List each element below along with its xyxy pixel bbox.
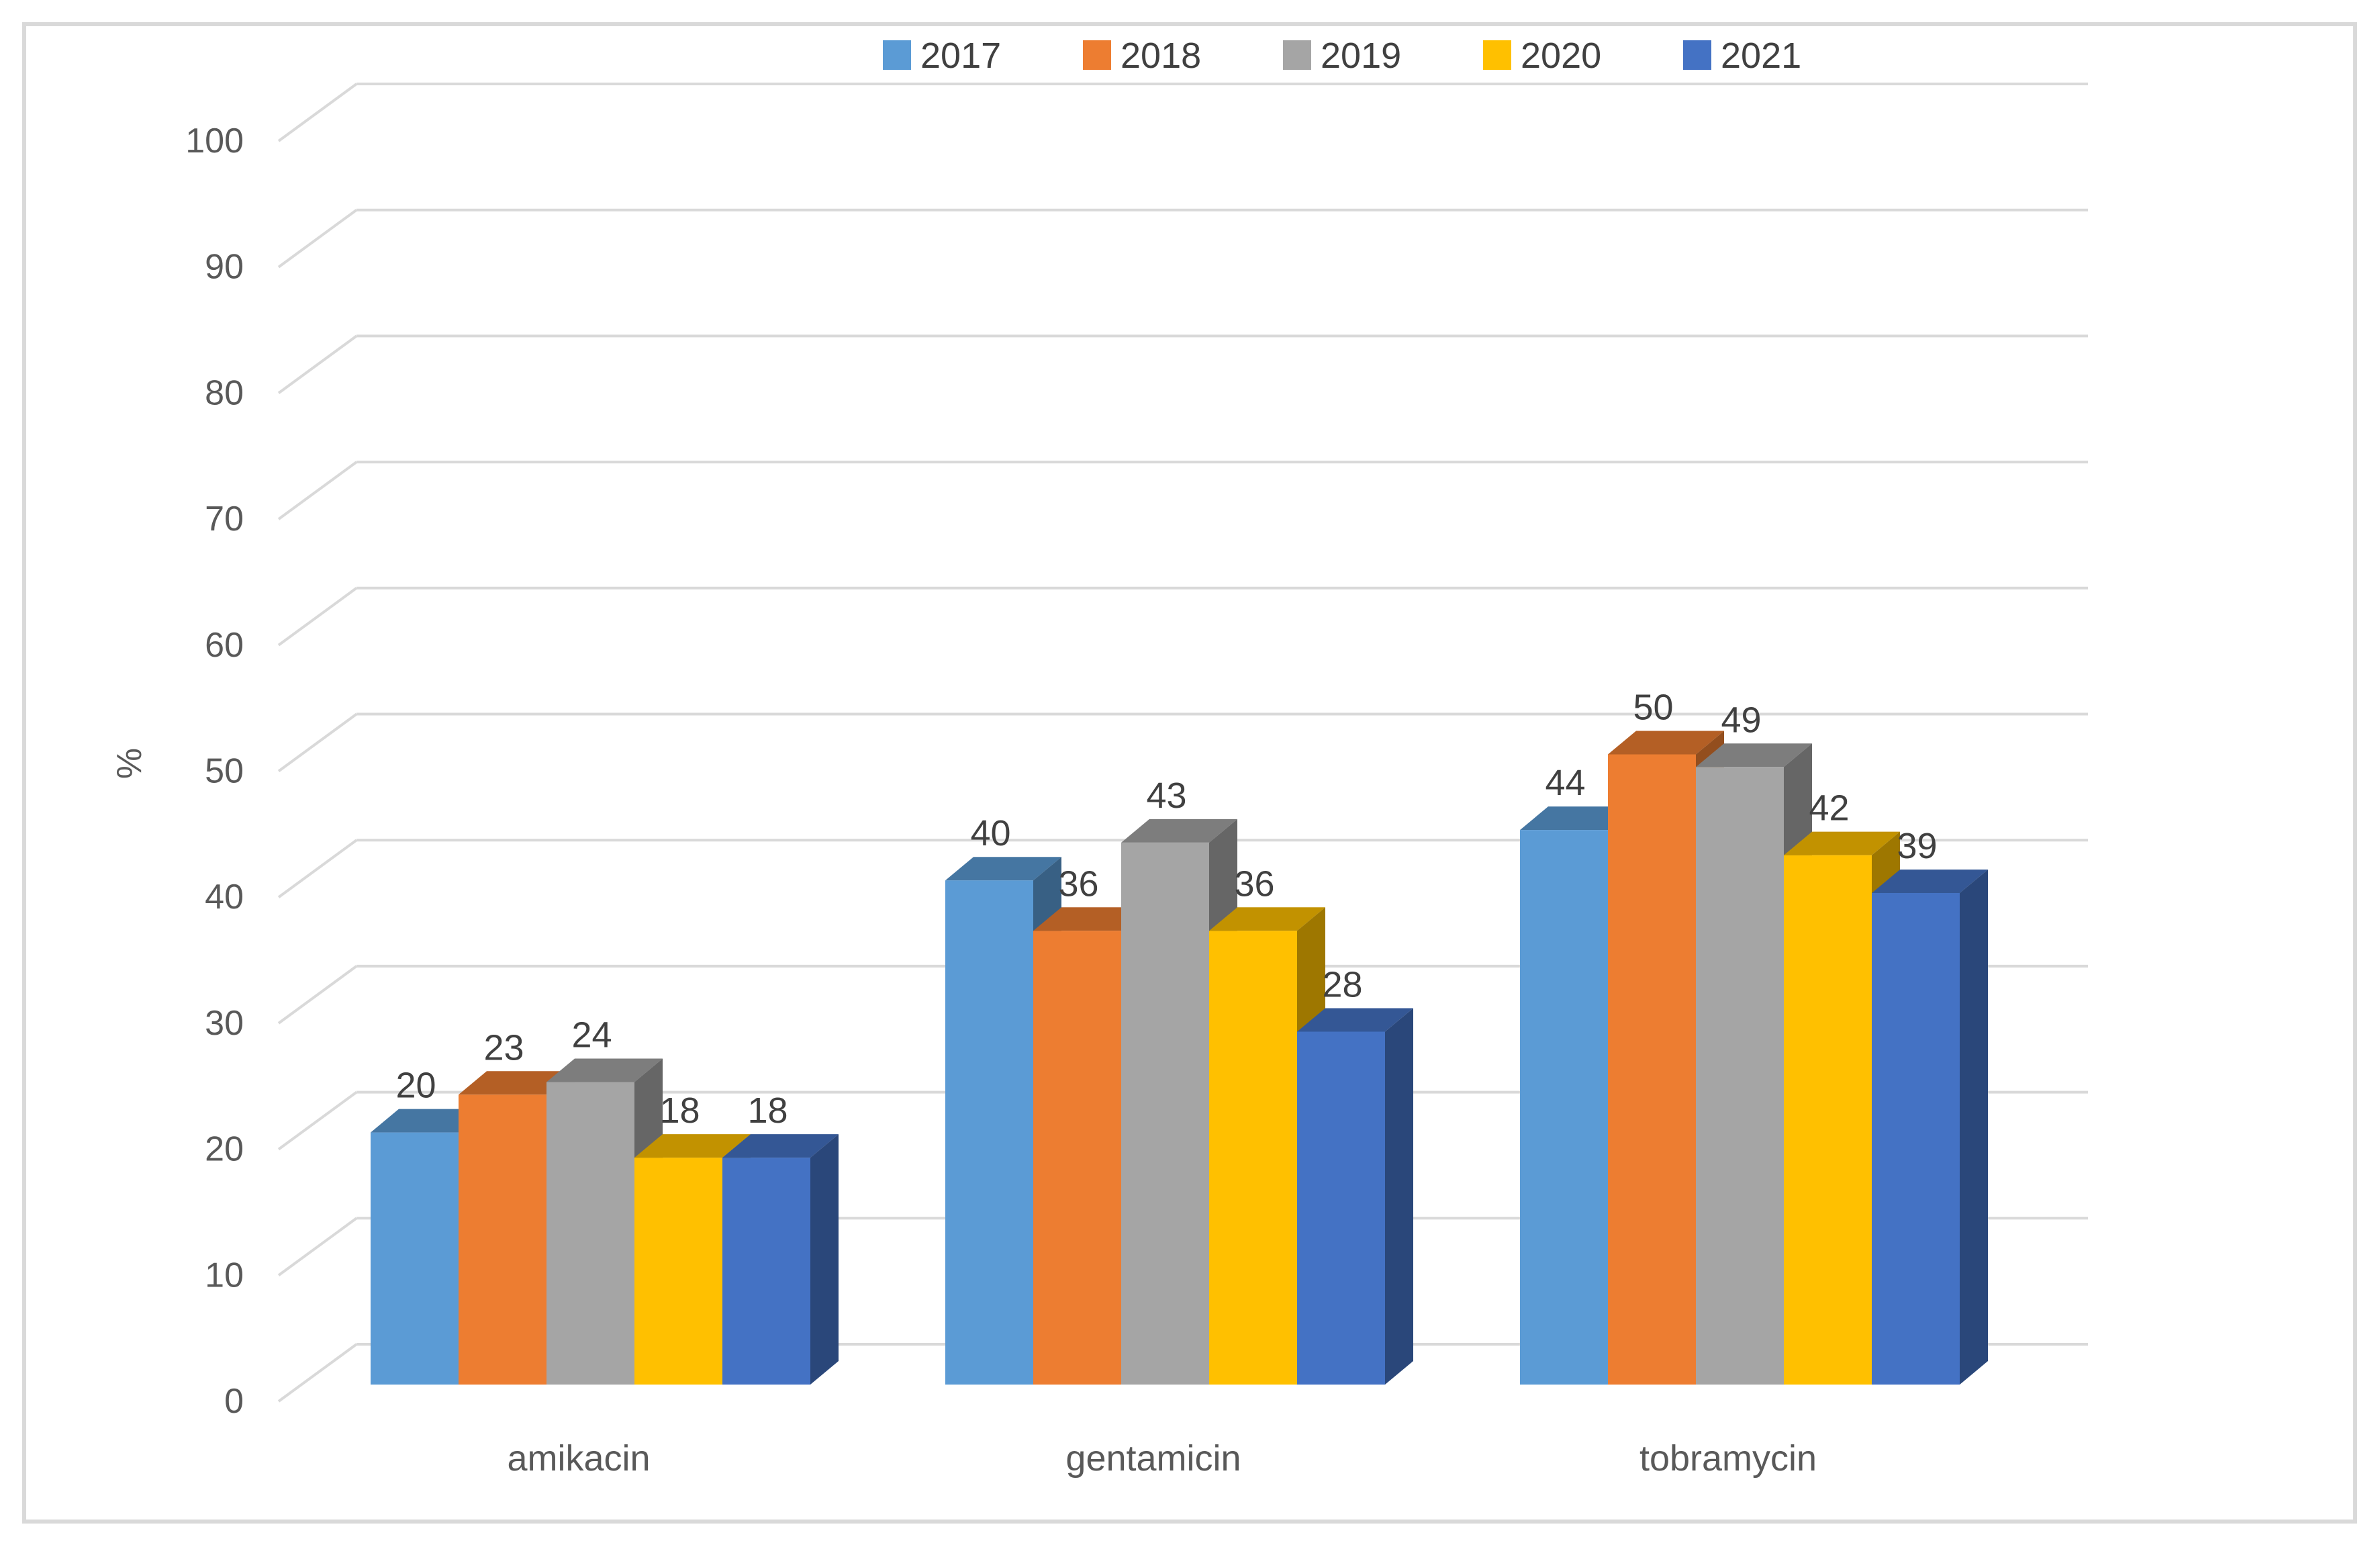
data-label-2017-gentamicin: 40 bbox=[970, 813, 1010, 853]
bar-2021-amikacin bbox=[722, 1134, 839, 1385]
bar-top-face bbox=[1033, 907, 1149, 931]
bar-top-face bbox=[1608, 731, 1724, 755]
bar-top-face bbox=[371, 1109, 487, 1133]
y-tick-label: 40 bbox=[205, 878, 244, 917]
y-tick-label: 10 bbox=[205, 1256, 244, 1295]
legend-label-2020: 2020 bbox=[1521, 36, 1601, 76]
data-label-2019-tobramycin: 49 bbox=[1721, 700, 1761, 740]
data-label-2021-amikacin: 18 bbox=[747, 1090, 788, 1131]
legend-item-2021: 2021 bbox=[1683, 36, 1801, 76]
legend-label-2018: 2018 bbox=[1121, 36, 1201, 76]
category-label-amikacin: amikacin bbox=[507, 1438, 650, 1479]
data-label-2018-tobramycin: 50 bbox=[1633, 688, 1673, 728]
legend-swatch-2018 bbox=[1083, 40, 1111, 70]
y-tick-depth-line bbox=[277, 461, 358, 520]
y-tick-label: 80 bbox=[205, 373, 244, 412]
y-axis-group: 0 10 20 30 40 50 60 70 80 90 100 bbox=[185, 122, 244, 1421]
y-tick-label: 0 bbox=[224, 1382, 244, 1421]
bar-top-face bbox=[546, 1058, 663, 1082]
bar-top-face bbox=[722, 1134, 839, 1158]
bar-front-face bbox=[1872, 892, 1960, 1385]
legend-swatch-2020 bbox=[1483, 40, 1511, 70]
bar-front-face bbox=[722, 1158, 810, 1385]
data-label-2019-amikacin: 24 bbox=[571, 1015, 612, 1056]
legend-item-2018: 2018 bbox=[1083, 36, 1201, 76]
y-tick-label: 60 bbox=[205, 626, 244, 665]
category-axis-group: amikacin gentamicin tobramycin bbox=[507, 1438, 1817, 1479]
y-axis-title-percent: % bbox=[110, 748, 149, 779]
data-label-2020-amikacin: 18 bbox=[659, 1090, 700, 1131]
legend-item-2020: 2020 bbox=[1483, 36, 1601, 76]
legend-item-2017: 2017 bbox=[883, 36, 1001, 76]
bar-2021-gentamicin bbox=[1297, 1008, 1413, 1385]
legend-label-2021: 2021 bbox=[1721, 36, 1801, 76]
bar-top-face bbox=[459, 1071, 575, 1095]
bar-front-face bbox=[1608, 754, 1696, 1385]
bar-front-face bbox=[546, 1082, 634, 1385]
bar-front-face bbox=[945, 880, 1033, 1385]
bar-front-face bbox=[1784, 855, 1872, 1385]
bar-top-face bbox=[634, 1134, 751, 1158]
y-tick-depth-line bbox=[277, 839, 358, 898]
y-tick-depth-line bbox=[277, 1090, 358, 1151]
legend-label-2017: 2017 bbox=[920, 36, 1001, 76]
bar-front-face bbox=[1033, 931, 1121, 1385]
bar-2021-tobramycin bbox=[1872, 869, 1988, 1385]
bar-top-face bbox=[1520, 806, 1636, 831]
legend-swatch-2017 bbox=[883, 40, 911, 70]
data-label-2019-gentamicin: 43 bbox=[1146, 776, 1186, 816]
y-tick-label: 30 bbox=[205, 1004, 244, 1043]
data-label-2017-tobramycin: 44 bbox=[1545, 763, 1585, 803]
y-tick-label: 50 bbox=[205, 752, 244, 791]
data-label-2018-gentamicin: 36 bbox=[1058, 863, 1098, 904]
y-tick-depth-line bbox=[277, 334, 358, 395]
y-tick-label: 70 bbox=[205, 500, 244, 539]
bar-top-face bbox=[1121, 819, 1237, 843]
bar-side-face bbox=[1385, 1008, 1413, 1385]
y-tick-depth-line bbox=[277, 1217, 358, 1276]
bar-top-face bbox=[1209, 907, 1325, 931]
bar-front-face bbox=[634, 1158, 722, 1385]
data-label-2021-tobramycin: 39 bbox=[1897, 826, 1937, 866]
legend-label-2019: 2019 bbox=[1321, 36, 1401, 76]
bar-front-face bbox=[459, 1094, 546, 1385]
bar-top-face bbox=[1696, 743, 1812, 767]
data-label-2017-amikacin: 20 bbox=[395, 1066, 436, 1106]
bar-front-face bbox=[371, 1132, 459, 1385]
y-tick-depth-line bbox=[277, 965, 358, 1025]
y-tick-depth-line bbox=[277, 587, 358, 647]
data-labels-group: 20 23 24 18 18 40 36 43 36 28 44 50 49 42 39 bbox=[395, 688, 1937, 1131]
bar-side-face bbox=[810, 1134, 839, 1385]
y-tick-depth-line bbox=[277, 209, 358, 269]
bar-top-face bbox=[945, 857, 1061, 881]
bar-front-face bbox=[1121, 842, 1209, 1385]
data-label-2018-amikacin: 23 bbox=[483, 1027, 524, 1068]
legend: 2017 2018 2019 2020 2021 bbox=[883, 36, 1801, 76]
bar-front-face bbox=[1297, 1031, 1385, 1385]
bar-top-face bbox=[1872, 869, 1988, 893]
y-tick-depth-line bbox=[277, 83, 358, 142]
bar-front-face bbox=[1696, 767, 1784, 1385]
y-tick-label: 90 bbox=[205, 248, 244, 287]
y-tick-label: 20 bbox=[205, 1130, 244, 1169]
bar-top-face bbox=[1297, 1008, 1413, 1032]
category-label-gentamicin: gentamicin bbox=[1065, 1438, 1241, 1479]
y-tick-label: 100 bbox=[185, 122, 244, 160]
data-label-2020-gentamicin: 36 bbox=[1234, 863, 1274, 904]
y-tick-depth-line bbox=[277, 712, 358, 773]
legend-swatch-2021 bbox=[1683, 40, 1711, 70]
data-label-2021-gentamicin: 28 bbox=[1322, 964, 1362, 1005]
y-tick-depth-line bbox=[277, 1343, 358, 1403]
category-label-tobramycin: tobramycin bbox=[1639, 1438, 1817, 1479]
legend-swatch-2019 bbox=[1283, 40, 1311, 70]
chart-area-border bbox=[22, 22, 2357, 1524]
bars-group bbox=[371, 731, 1988, 1385]
bar-side-face bbox=[1960, 869, 1988, 1385]
legend-item-2019: 2019 bbox=[1283, 36, 1401, 76]
bar-top-face bbox=[1784, 831, 1900, 855]
bar-front-face bbox=[1209, 931, 1297, 1385]
data-label-2020-tobramycin: 42 bbox=[1809, 788, 1849, 829]
bar-front-face bbox=[1520, 830, 1608, 1385]
